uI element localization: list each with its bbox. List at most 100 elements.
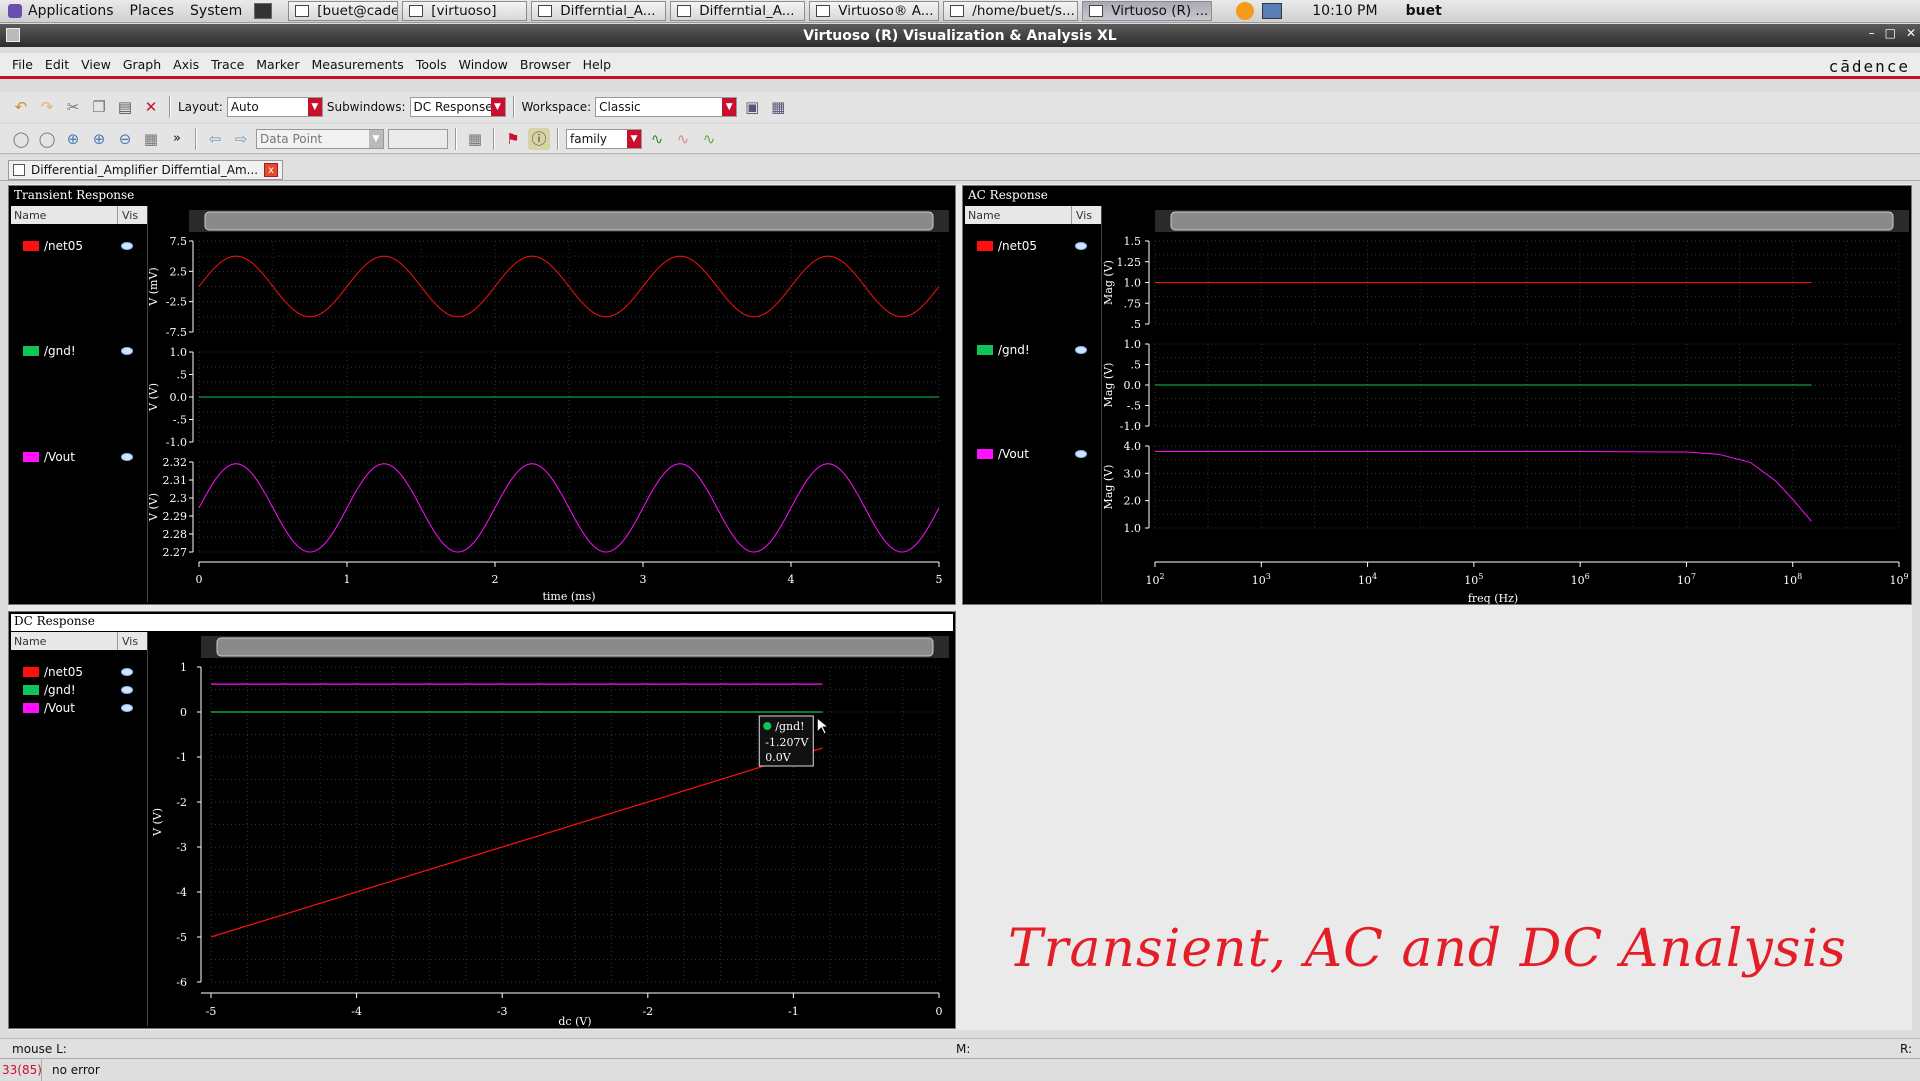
chevron-down-icon[interactable]: ▼: [307, 98, 322, 116]
eye-icon[interactable]: [1075, 450, 1087, 458]
flag-icon[interactable]: ⚑: [506, 129, 520, 148]
taskbar-item-terminal[interactable]: [buet@caden...: [288, 1, 399, 21]
paste-icon[interactable]: ▤: [117, 98, 133, 116]
delete-icon[interactable]: ✕: [144, 98, 158, 116]
save-workspace-icon[interactable]: ▣: [745, 98, 760, 116]
legend-item-net05[interactable]: /net05: [23, 239, 83, 253]
menu-browser[interactable]: Browser: [519, 57, 571, 72]
load-workspace-icon[interactable]: ▦: [771, 98, 786, 116]
dc-plot[interactable]: 1 0 -1 -2 -3 -4 -5 -6 V (V) -5 -4 -3 -2 -1 0 dc (V) /gnd…: [149, 632, 954, 1028]
legend-item-net05[interactable]: /net05: [23, 665, 83, 679]
eye-icon[interactable]: [121, 347, 133, 355]
family-select[interactable]: family ▼: [566, 128, 642, 149]
close-window-icon[interactable]: ✕: [1905, 26, 1916, 40]
menu-measurements[interactable]: Measurements: [311, 57, 404, 72]
weather-icon[interactable]: [1236, 2, 1255, 20]
clock[interactable]: 10:10 PM: [1312, 3, 1378, 19]
menu-graph[interactable]: Graph: [122, 57, 162, 72]
eye-icon[interactable]: [1075, 346, 1087, 354]
applications-menu[interactable]: Applications: [0, 0, 122, 23]
fit-all-icon[interactable]: ◯: [38, 129, 56, 148]
chevron-down-icon[interactable]: ▼: [627, 129, 641, 148]
transient-subwindow[interactable]: Transient Response Name Vis /net05 /gnd! …: [8, 185, 956, 605]
transient-plot[interactable]: 7.5 2.5 -2.5 -7.5 V (mV) 1.0 .5 0.0 -.5 -1.0 V (V)…: [149, 206, 954, 604]
menu-axis[interactable]: Axis: [173, 57, 200, 72]
menu-trace[interactable]: Trace: [211, 57, 245, 72]
eye-icon[interactable]: [121, 453, 133, 461]
workspace-select[interactable]: Classic ▼: [595, 97, 738, 117]
eye-icon[interactable]: [121, 668, 133, 676]
info-icon[interactable]: ⓘ: [528, 127, 550, 150]
waveform-icon[interactable]: ∿: [650, 129, 664, 148]
task-label: Virtuoso® A...: [838, 3, 934, 19]
copy-icon[interactable]: ❐: [92, 98, 106, 116]
fit-icon[interactable]: ◯: [12, 129, 30, 148]
error-message: no error: [52, 1062, 100, 1077]
menu-marker[interactable]: Marker: [256, 57, 300, 72]
taskbar-item-schematic-1[interactable]: Differntial_A...: [531, 1, 667, 21]
arrow-left-icon[interactable]: ⇦: [208, 129, 222, 148]
chevron-down-icon[interactable]: ▼: [722, 98, 737, 116]
legend-item-gnd[interactable]: /gnd!: [977, 343, 1030, 357]
legend-item-vout[interactable]: /Vout: [23, 450, 75, 464]
menu-window[interactable]: Window: [458, 57, 508, 72]
menu-view[interactable]: View: [81, 57, 111, 72]
marker-mode-select[interactable]: Data Point ▼: [256, 128, 384, 149]
taskbar-item-ade[interactable]: Virtuoso® A...: [809, 1, 940, 21]
legend-item-gnd[interactable]: /gnd!: [23, 683, 76, 697]
waveform-split-icon[interactable]: ∿: [702, 129, 716, 148]
taskbar-item-viva[interactable]: Virtuoso (R) ...: [1082, 1, 1213, 21]
redo-icon[interactable]: ↷: [40, 98, 54, 116]
document-tab-bar: Differential_Amplifier Differntial_Am...…: [0, 157, 1920, 181]
ac-subwindow[interactable]: AC Response Name Vis /net05 /gnd! /Vout 1…: [962, 185, 1912, 605]
arrow-right-icon[interactable]: ⇨: [234, 129, 248, 148]
layout-select[interactable]: Auto ▼: [226, 97, 323, 117]
chevron-down-icon[interactable]: ▼: [490, 98, 505, 116]
ac-plot[interactable]: 1.5 1.25 1.0 .75 .5 Mag (V) 1.0 .5 0.0 -.5 -1.0 Mag…: [1103, 206, 1910, 604]
legend-item-gnd[interactable]: /gnd!: [23, 344, 76, 358]
subwindows-select[interactable]: DC Response ▼: [409, 97, 506, 117]
document-tab[interactable]: Differential_Amplifier Differntial_Am...…: [8, 160, 284, 180]
taskbar-item-virtuoso-cmd[interactable]: [virtuoso]: [402, 1, 528, 21]
overflow-icon[interactable]: »: [173, 131, 181, 146]
close-tab-icon[interactable]: x: [264, 163, 279, 177]
menu-help[interactable]: Help: [582, 57, 612, 72]
legend-item-vout[interactable]: /Vout: [977, 447, 1029, 461]
undo-icon[interactable]: ↶: [14, 98, 28, 116]
eye-icon[interactable]: [121, 242, 133, 250]
workspace-value: Classic: [599, 100, 641, 114]
legend-vis-header: Vis: [1071, 206, 1092, 224]
minimize-icon[interactable]: –: [1868, 26, 1875, 40]
user-menu[interactable]: buet: [1405, 3, 1442, 19]
legend-item-vout[interactable]: /Vout: [23, 701, 75, 715]
legend-item-net05[interactable]: /net05: [977, 239, 1037, 253]
menu-file[interactable]: File: [12, 57, 33, 72]
window-titlebar[interactable]: Virtuoso (R) Visualization & Analysis XL…: [0, 24, 1920, 47]
menu-edit[interactable]: Edit: [44, 57, 70, 72]
network-icon[interactable]: [1262, 3, 1283, 19]
taskbar-item-schematic-2[interactable]: Differntial_A...: [670, 1, 806, 21]
waveform-alt-icon[interactable]: ∿: [676, 129, 690, 148]
zoom-icon[interactable]: ⊕: [92, 129, 106, 148]
eye-icon[interactable]: [1075, 242, 1087, 250]
dc-subwindow[interactable]: DC Response Name Vis /net05 /gnd! /Vout 1…: [8, 611, 956, 1029]
eye-icon[interactable]: [121, 704, 133, 712]
system-menu[interactable]: System: [190, 3, 243, 19]
zoom-box-icon[interactable]: ▦: [143, 129, 159, 148]
maximize-icon[interactable]: □: [1884, 26, 1896, 40]
places-menu[interactable]: Places: [129, 3, 175, 19]
menubar: File Edit View Graph Axis Trace Marker M…: [0, 53, 1920, 79]
zoom-in-icon[interactable]: ⊕: [66, 129, 80, 148]
menu-tools[interactable]: Tools: [415, 57, 447, 72]
chevron-down-icon[interactable]: ▼: [369, 129, 383, 148]
legend-label: /gnd!: [44, 344, 76, 358]
window-menu-icon[interactable]: [6, 28, 20, 42]
zoom-out-icon[interactable]: ⊖: [118, 129, 132, 148]
eye-icon[interactable]: [121, 686, 133, 694]
marker-value-input[interactable]: [388, 128, 448, 149]
trace-Vout: [1155, 451, 1812, 522]
cut-icon[interactable]: ✂: [66, 98, 80, 116]
taskbar-item-home[interactable]: /home/buet/s...: [943, 1, 1079, 21]
terminal-launcher-icon[interactable]: [254, 3, 273, 19]
calculator-icon[interactable]: ▦: [467, 129, 483, 148]
